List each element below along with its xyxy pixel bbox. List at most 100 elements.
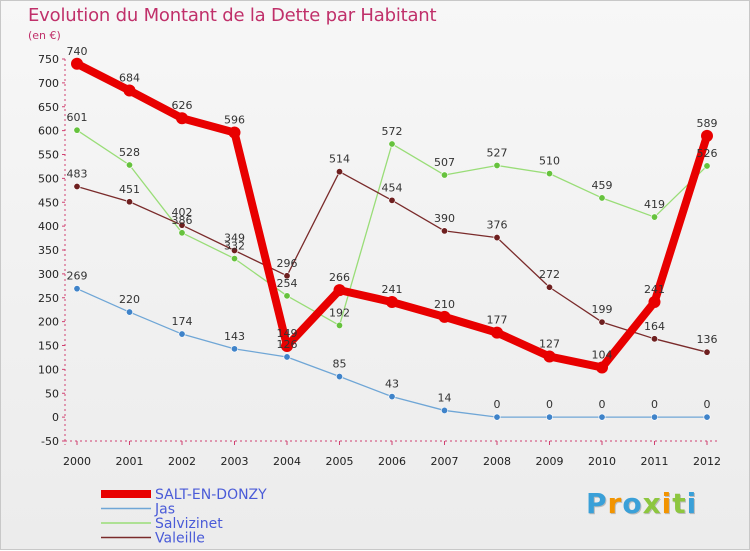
data-point bbox=[493, 234, 501, 242]
y-tick-label: -50 bbox=[41, 435, 59, 448]
data-point bbox=[126, 198, 134, 206]
data-point bbox=[598, 413, 606, 421]
logo-letter: i bbox=[686, 487, 698, 520]
data-label: 296 bbox=[277, 257, 298, 270]
data-point bbox=[335, 373, 343, 381]
data-point bbox=[493, 413, 501, 421]
data-label: 526 bbox=[697, 147, 718, 160]
y-tick-label: 650 bbox=[38, 101, 59, 114]
logo-letter: P bbox=[586, 487, 608, 520]
x-tick-label: 2001 bbox=[116, 455, 144, 468]
data-point bbox=[650, 335, 658, 343]
data-label: 459 bbox=[592, 179, 613, 192]
data-point bbox=[703, 413, 711, 421]
data-point bbox=[388, 140, 396, 148]
legend-label: Jas bbox=[154, 502, 175, 518]
data-point bbox=[228, 126, 241, 139]
logo-letter: r bbox=[607, 487, 623, 520]
y-tick-label: 200 bbox=[38, 316, 59, 329]
proxiti-logo: Proxiti bbox=[586, 487, 697, 520]
data-point bbox=[388, 196, 396, 204]
data-label: 572 bbox=[382, 125, 403, 138]
data-point bbox=[598, 318, 606, 326]
x-tick-label: 2011 bbox=[641, 455, 669, 468]
data-label: 0 bbox=[494, 398, 501, 411]
data-point bbox=[231, 345, 239, 353]
data-label: 626 bbox=[172, 99, 193, 112]
data-label: 192 bbox=[329, 306, 350, 319]
data-point bbox=[178, 229, 186, 237]
chart-title: Evolution du Montant de la Dette par Hab… bbox=[28, 5, 437, 26]
data-label: 0 bbox=[704, 398, 711, 411]
y-tick-label: 600 bbox=[38, 125, 59, 138]
data-point bbox=[281, 339, 293, 352]
x-tick-label: 2009 bbox=[536, 455, 564, 468]
data-point bbox=[73, 285, 81, 293]
data-point bbox=[491, 326, 503, 339]
data-point bbox=[283, 353, 291, 361]
y-tick-label: 500 bbox=[38, 172, 59, 185]
data-label: 740 bbox=[67, 45, 88, 58]
data-label: 528 bbox=[119, 146, 140, 159]
data-point bbox=[231, 255, 239, 263]
y-tick-label: 700 bbox=[38, 77, 59, 90]
x-tick-label: 2003 bbox=[221, 455, 249, 468]
data-label: 241 bbox=[644, 283, 665, 296]
data-label: 43 bbox=[385, 378, 399, 391]
data-label: 220 bbox=[119, 293, 140, 306]
data-label: 507 bbox=[434, 156, 455, 169]
data-label: 174 bbox=[172, 315, 193, 328]
data-point bbox=[440, 406, 448, 414]
data-label: 451 bbox=[119, 183, 140, 196]
chart-unit-label: (en €) bbox=[28, 29, 61, 42]
x-tick-label: 2012 bbox=[693, 455, 721, 468]
legend-label: Salvizinet bbox=[155, 516, 223, 532]
data-point bbox=[545, 413, 553, 421]
data-point bbox=[126, 308, 134, 316]
data-label: 269 bbox=[67, 270, 88, 283]
data-label: 210 bbox=[434, 298, 455, 311]
y-tick-label: 100 bbox=[38, 363, 59, 376]
x-tick-label: 2007 bbox=[431, 455, 459, 468]
data-point bbox=[598, 194, 606, 202]
data-label: 149 bbox=[277, 327, 298, 340]
logo-letter: t bbox=[672, 487, 687, 520]
data-point bbox=[703, 162, 711, 170]
data-label: 127 bbox=[539, 337, 560, 350]
data-label: 376 bbox=[487, 219, 508, 232]
data-label: 454 bbox=[382, 181, 403, 194]
data-point bbox=[73, 126, 81, 134]
data-label: 272 bbox=[539, 268, 560, 281]
y-tick-label: 50 bbox=[45, 387, 59, 400]
data-point bbox=[596, 361, 608, 374]
data-point bbox=[335, 321, 343, 329]
data-label: 143 bbox=[224, 330, 245, 343]
x-tick-label: 2004 bbox=[273, 455, 301, 468]
data-label: 601 bbox=[67, 111, 88, 124]
x-tick-label: 2008 bbox=[483, 455, 511, 468]
y-tick-label: 750 bbox=[38, 53, 59, 66]
data-label: 0 bbox=[651, 398, 658, 411]
data-point bbox=[650, 413, 658, 421]
data-label: 402 bbox=[172, 206, 193, 219]
data-point bbox=[333, 284, 346, 297]
data-point bbox=[283, 272, 291, 280]
data-point bbox=[440, 227, 448, 235]
data-point bbox=[650, 213, 658, 221]
logo-letter: o bbox=[622, 487, 643, 520]
data-label: 684 bbox=[119, 72, 140, 85]
data-label: 177 bbox=[487, 314, 508, 327]
data-label: 164 bbox=[644, 320, 665, 333]
data-label: 483 bbox=[67, 167, 88, 180]
logo-letter: i bbox=[661, 487, 673, 520]
x-tick-label: 2000 bbox=[63, 455, 91, 468]
x-tick-label: 2006 bbox=[378, 455, 406, 468]
data-point bbox=[438, 310, 451, 323]
data-point bbox=[126, 161, 134, 169]
data-label: 14 bbox=[438, 391, 452, 404]
data-label: 241 bbox=[382, 283, 403, 296]
data-label: 510 bbox=[539, 155, 560, 168]
data-label: 85 bbox=[333, 358, 347, 371]
data-point bbox=[123, 84, 136, 97]
data-label: 419 bbox=[644, 198, 665, 211]
